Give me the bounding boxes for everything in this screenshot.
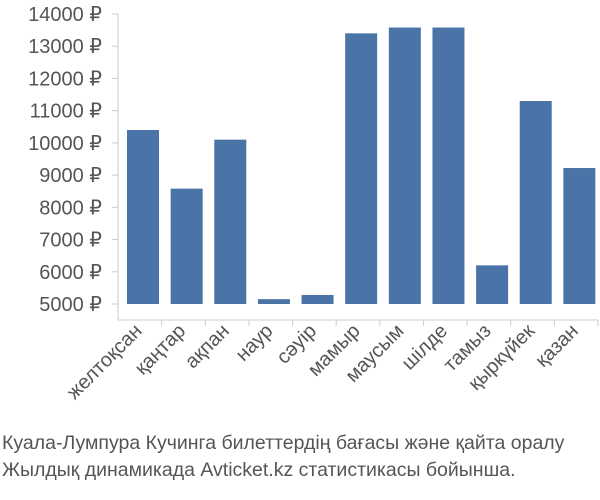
bar — [214, 139, 247, 304]
y-axis: 5000 ₽ 6000 ₽ 7000 ₽ 8000 ₽ 9000 ₽ 10000 ₽ 110… — [28, 4, 119, 320]
bar — [388, 27, 421, 305]
y-tick-label: 11000 ₽ — [30, 101, 103, 123]
y-tick-label: 7000 ₽ — [39, 230, 102, 252]
bar — [170, 188, 203, 304]
bar — [257, 299, 290, 304]
y-tick-label: 8000 ₽ — [39, 197, 102, 219]
x-tick-label: наур — [232, 320, 278, 366]
x-tick-label: ақпан — [181, 320, 234, 373]
chart: 5000 ₽ 6000 ₽ 7000 ₽ 8000 ₽ 9000 ₽ 10000 ₽ 110… — [28, 4, 599, 404]
bar — [476, 265, 509, 304]
bar — [519, 101, 552, 304]
bar — [345, 33, 378, 304]
y-tick-label: 10000 ₽ — [28, 133, 102, 155]
x-tick-label: қазан — [531, 320, 583, 372]
y-tick-label: 13000 ₽ — [28, 36, 102, 58]
chart-caption-line-2: Жылдық динамикада Avticket.kz статистика… — [2, 459, 516, 481]
bar — [563, 168, 596, 304]
y-tick-label: 5000 ₽ — [39, 294, 102, 316]
bars — [127, 27, 596, 305]
bar — [127, 130, 159, 304]
chart-caption-line-1: Куала-Лумпура Кучинга билеттердің бағасы… — [2, 432, 565, 454]
y-tick-label: 6000 ₽ — [39, 262, 102, 284]
x-axis: желтоқсанқаңтарақпаннаурсәуірмамырмаусым… — [63, 319, 599, 404]
bar — [432, 27, 465, 305]
y-tick-label: 12000 ₽ — [28, 68, 102, 90]
y-tick-label: 14000 ₽ — [28, 4, 102, 26]
y-tick-label: 9000 ₽ — [39, 165, 102, 187]
bar — [301, 294, 334, 304]
